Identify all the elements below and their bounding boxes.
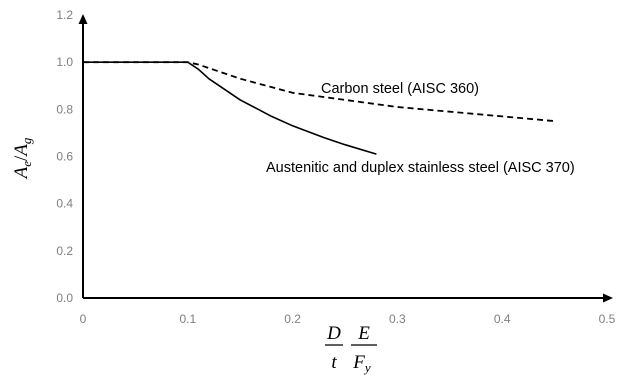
legend-label-carbon-steel: Carbon steel (AISC 360) — [321, 81, 479, 97]
legend-label-stainless-steel: Austenitic and duplex stainless steel (A… — [266, 160, 575, 176]
series-line-carbon-steel — [83, 61, 555, 122]
series-line-stainless-steel — [83, 61, 377, 155]
x-label-den2: F — [352, 352, 365, 373]
svg-text:Fy: Fy — [352, 352, 371, 375]
series-layer — [83, 61, 555, 155]
y-tick-label: 1.2 — [56, 8, 73, 22]
y-tick-labels: 0.0 0.2 0.4 0.6 0.8 1.0 1.2 — [56, 8, 73, 305]
x-tick-label: 0 — [80, 312, 87, 326]
y-tick-label: 0.8 — [56, 102, 73, 116]
x-tick-label: 0.4 — [494, 312, 511, 326]
x-tick-label: 0.5 — [599, 312, 616, 326]
x-tick-label: 0.3 — [389, 312, 406, 326]
y-axis-arrow — [78, 14, 88, 24]
y-tick-label: 0.0 — [56, 291, 73, 305]
y-label-b-sub: g — [19, 137, 34, 144]
x-label-den2-sub: y — [363, 360, 371, 375]
svg-text:Ae/Ag: Ae/Ag — [11, 137, 34, 180]
x-axis-arrow — [603, 293, 613, 303]
x-tick-label: 0.1 — [179, 312, 196, 326]
y-label-slash: / — [11, 155, 32, 161]
y-tick-label: 0.6 — [56, 150, 73, 164]
y-tick-label: 0.4 — [56, 197, 73, 211]
y-axis-label: Ae/Ag — [11, 137, 34, 180]
y-label-a: A — [11, 166, 32, 180]
x-label-den1: t — [331, 352, 337, 373]
y-tick-label: 0.2 — [56, 244, 73, 258]
x-axis-label: D t E Fy — [325, 323, 377, 375]
x-label-num1: D — [326, 323, 341, 344]
x-label-num2: E — [357, 323, 370, 344]
y-tick-label: 1.0 — [56, 55, 73, 69]
y-label-a-sub: e — [19, 161, 34, 167]
x-tick-label: 0.2 — [284, 312, 301, 326]
y-label-b: A — [11, 144, 32, 158]
plot-area: 0 0.1 0.2 0.3 0.4 0.5 0.0 0.2 0.4 0.6 0.8 1.0 1.2 — [56, 8, 615, 326]
x-tick-labels: 0 0.1 0.2 0.3 0.4 0.5 — [80, 312, 616, 326]
